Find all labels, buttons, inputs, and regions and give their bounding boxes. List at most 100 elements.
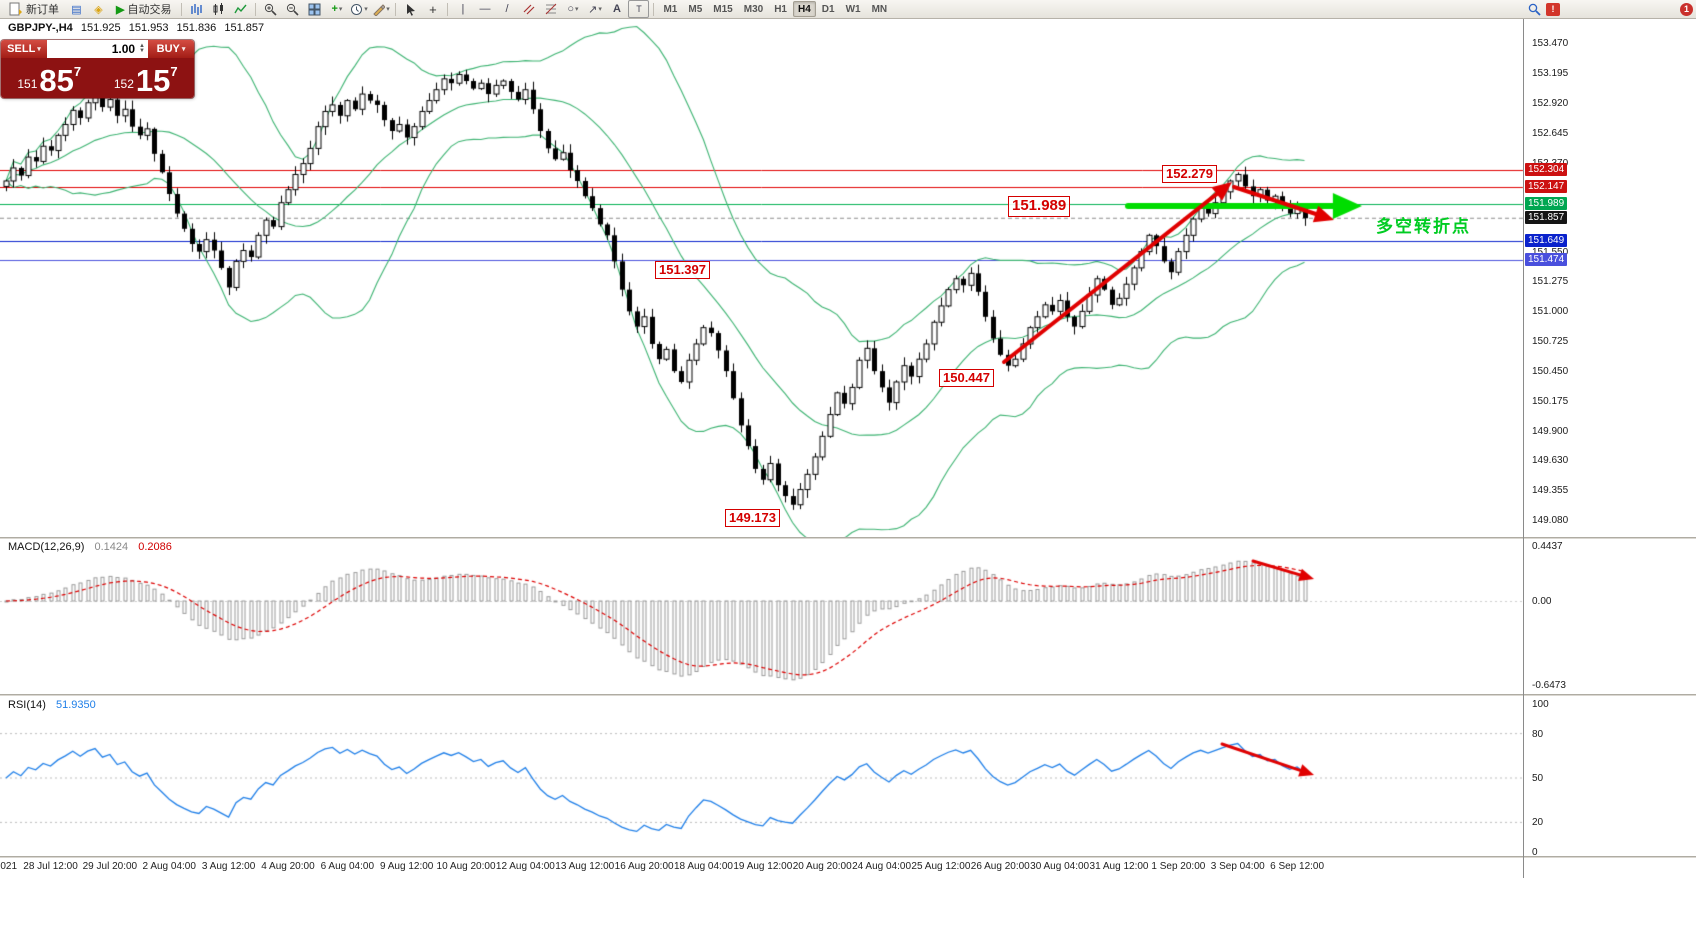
volume-input[interactable]: 1.00 ▲ ▼ [47, 40, 148, 58]
arrows-glyph: ↗ [588, 3, 598, 16]
periods-icon[interactable]: ▾ [348, 0, 369, 18]
chevron-down-icon: ▾ [386, 6, 390, 13]
arrows-icon[interactable]: ↗ ▾ [584, 0, 605, 18]
cursor-icon[interactable] [400, 0, 421, 18]
toolbar-separator [181, 2, 183, 16]
chevron-down-icon: ▾ [598, 6, 602, 13]
bid-pips: 85 [39, 63, 74, 98]
price-annotation-label[interactable]: 151.397 [655, 261, 710, 280]
price-axis-label: 150.450 [1532, 366, 1569, 378]
price-annotation-label[interactable]: 151.989 [1008, 196, 1071, 217]
time-axis-label: 13 Aug 12:00 [555, 861, 615, 872]
volume-spinner[interactable]: ▲ ▼ [139, 43, 145, 54]
time-axis-label: 19 Aug 12:00 [733, 861, 793, 872]
timeframe-button-mn[interactable]: MN [871, 3, 888, 15]
price-axis-label: 151.000 [1532, 306, 1569, 318]
price-annotation-label[interactable]: 149.173 [725, 509, 780, 528]
buy-button[interactable]: BUY ▾ [148, 40, 194, 58]
time-axis[interactable]: 27 Jul 2021 28 Jul 12:00 29 Jul 20:00 2 Aug… [0, 858, 1523, 876]
macd-axis-label: 0.4437 [1532, 541, 1563, 552]
text-tool-icon[interactable]: A [606, 0, 627, 18]
bar-chart-icon[interactable] [186, 0, 207, 18]
buy-label: BUY [156, 43, 180, 55]
price-tag: 152.147 [1525, 179, 1568, 193]
time-axis-separator [0, 856, 1696, 858]
search-icon[interactable] [1524, 0, 1545, 18]
chevron-down-icon: ▾ [181, 46, 186, 53]
autotrade-button[interactable]: ▶ 自动交易 [110, 0, 177, 18]
navigator-icon[interactable]: ◈ [94, 3, 103, 16]
trendline-icon[interactable]: / [496, 0, 517, 18]
channel-icon[interactable] [518, 0, 539, 18]
macd-name: MACD(12,26,9) [8, 541, 85, 553]
horizontal-line-icon[interactable]: — [474, 0, 495, 18]
zoom-out-icon[interactable] [282, 0, 303, 18]
time-axis-label: 9 Aug 12:00 [379, 861, 434, 872]
price-axis[interactable]: 153.470153.195152.920152.645152.370151.5… [1523, 0, 1696, 943]
market-watch-icon[interactable]: ▤ [71, 3, 82, 16]
timeframe-button-h1[interactable]: H1 [774, 3, 787, 15]
templates-icon[interactable]: ▾ [370, 0, 391, 18]
price-axis-label: 149.630 [1532, 455, 1569, 467]
text-tool-glyph: A [612, 3, 621, 15]
timeframe-button-w1[interactable]: W1 [845, 3, 861, 15]
ask-big-figure: 152 [113, 77, 134, 91]
macd-signal-value: 0.2086 [138, 541, 172, 553]
fibonacci-icon[interactable] [540, 0, 561, 18]
time-axis-label: 30 Aug 04:00 [1030, 861, 1090, 872]
tile-windows-icon[interactable] [304, 0, 325, 18]
price-axis-label: 153.195 [1532, 67, 1569, 79]
panel-resize-separator[interactable] [0, 694, 1696, 696]
timeframe-button-m30[interactable]: M30 [743, 3, 764, 15]
text-label-icon[interactable]: T [628, 0, 650, 18]
crosshair-glyph: + [429, 1, 437, 17]
ask-point: 7 [170, 64, 178, 79]
turning-point-note[interactable]: 多空转折点 [1376, 217, 1471, 236]
price-axis-label: 150.175 [1532, 396, 1569, 407]
vline-glyph: | [461, 3, 465, 15]
time-axis-label: 3 Sep 04:00 [1210, 861, 1265, 872]
bid-point: 7 [73, 64, 82, 79]
crosshair-icon[interactable]: + [422, 0, 443, 18]
bid-price[interactable]: 151 85 7 [1, 58, 98, 98]
timeframe-button-h4[interactable]: H4 [792, 1, 816, 17]
time-axis-label: 20 Aug 20:00 [792, 861, 852, 872]
time-axis-label: 16 Aug 20:00 [614, 861, 674, 872]
price-axis-label: 149.355 [1532, 485, 1569, 497]
chevron-down-icon: ▾ [338, 6, 343, 13]
price-tag: 151.989 [1525, 196, 1568, 210]
rsi-axis-label: 0 [1532, 847, 1538, 858]
time-axis-label: 10 Aug 20:00 [436, 861, 496, 872]
timeframe-button-d1[interactable]: D1 [821, 3, 835, 15]
toolbar-separator [395, 2, 397, 16]
shapes-icon[interactable]: ○ ▾ [562, 0, 583, 18]
time-axis-label: 27 Jul 2021 [0, 861, 18, 872]
timeframe-button-m5[interactable]: M5 [688, 3, 703, 15]
price-tag: 151.857 [1525, 211, 1568, 225]
price-tag: 151.649 [1525, 233, 1568, 247]
rsi-value: 51.9350 [55, 699, 96, 711]
time-axis-label: 18 Aug 04:00 [673, 861, 733, 872]
candlestick-icon[interactable] [208, 0, 229, 18]
chart-ohlc-header: GBPJPY-,H4 151.925 151.953 151.836 151.8… [8, 22, 269, 34]
open-value: 151.925 [80, 22, 121, 34]
vertical-line-icon[interactable]: | [452, 0, 473, 18]
timeframe-button-m1[interactable]: M1 [663, 3, 678, 15]
notification-badge[interactable]: 1 [1680, 2, 1693, 16]
toolbar-separator [653, 2, 655, 16]
line-chart-icon[interactable] [230, 0, 251, 18]
indicators-icon[interactable]: + ▾ [326, 0, 347, 18]
alert-icon[interactable]: ! [1546, 2, 1560, 16]
zoom-in-icon[interactable] [260, 0, 281, 18]
price-tag: 151.474 [1525, 252, 1568, 266]
panel-resize-separator[interactable] [0, 537, 1696, 539]
sell-button[interactable]: SELL ▾ [1, 40, 47, 58]
price-annotation-label[interactable]: 152.279 [1162, 165, 1217, 184]
price-axis-label: 152.920 [1532, 97, 1569, 109]
timeframe-button-m15[interactable]: M15 [713, 3, 733, 15]
new-order-button[interactable]: 新订单 [3, 0, 65, 18]
price-axis-label: 153.470 [1532, 38, 1569, 49]
price-annotation-label[interactable]: 150.447 [939, 369, 994, 388]
ask-price[interactable]: 152 15 7 [98, 58, 195, 98]
